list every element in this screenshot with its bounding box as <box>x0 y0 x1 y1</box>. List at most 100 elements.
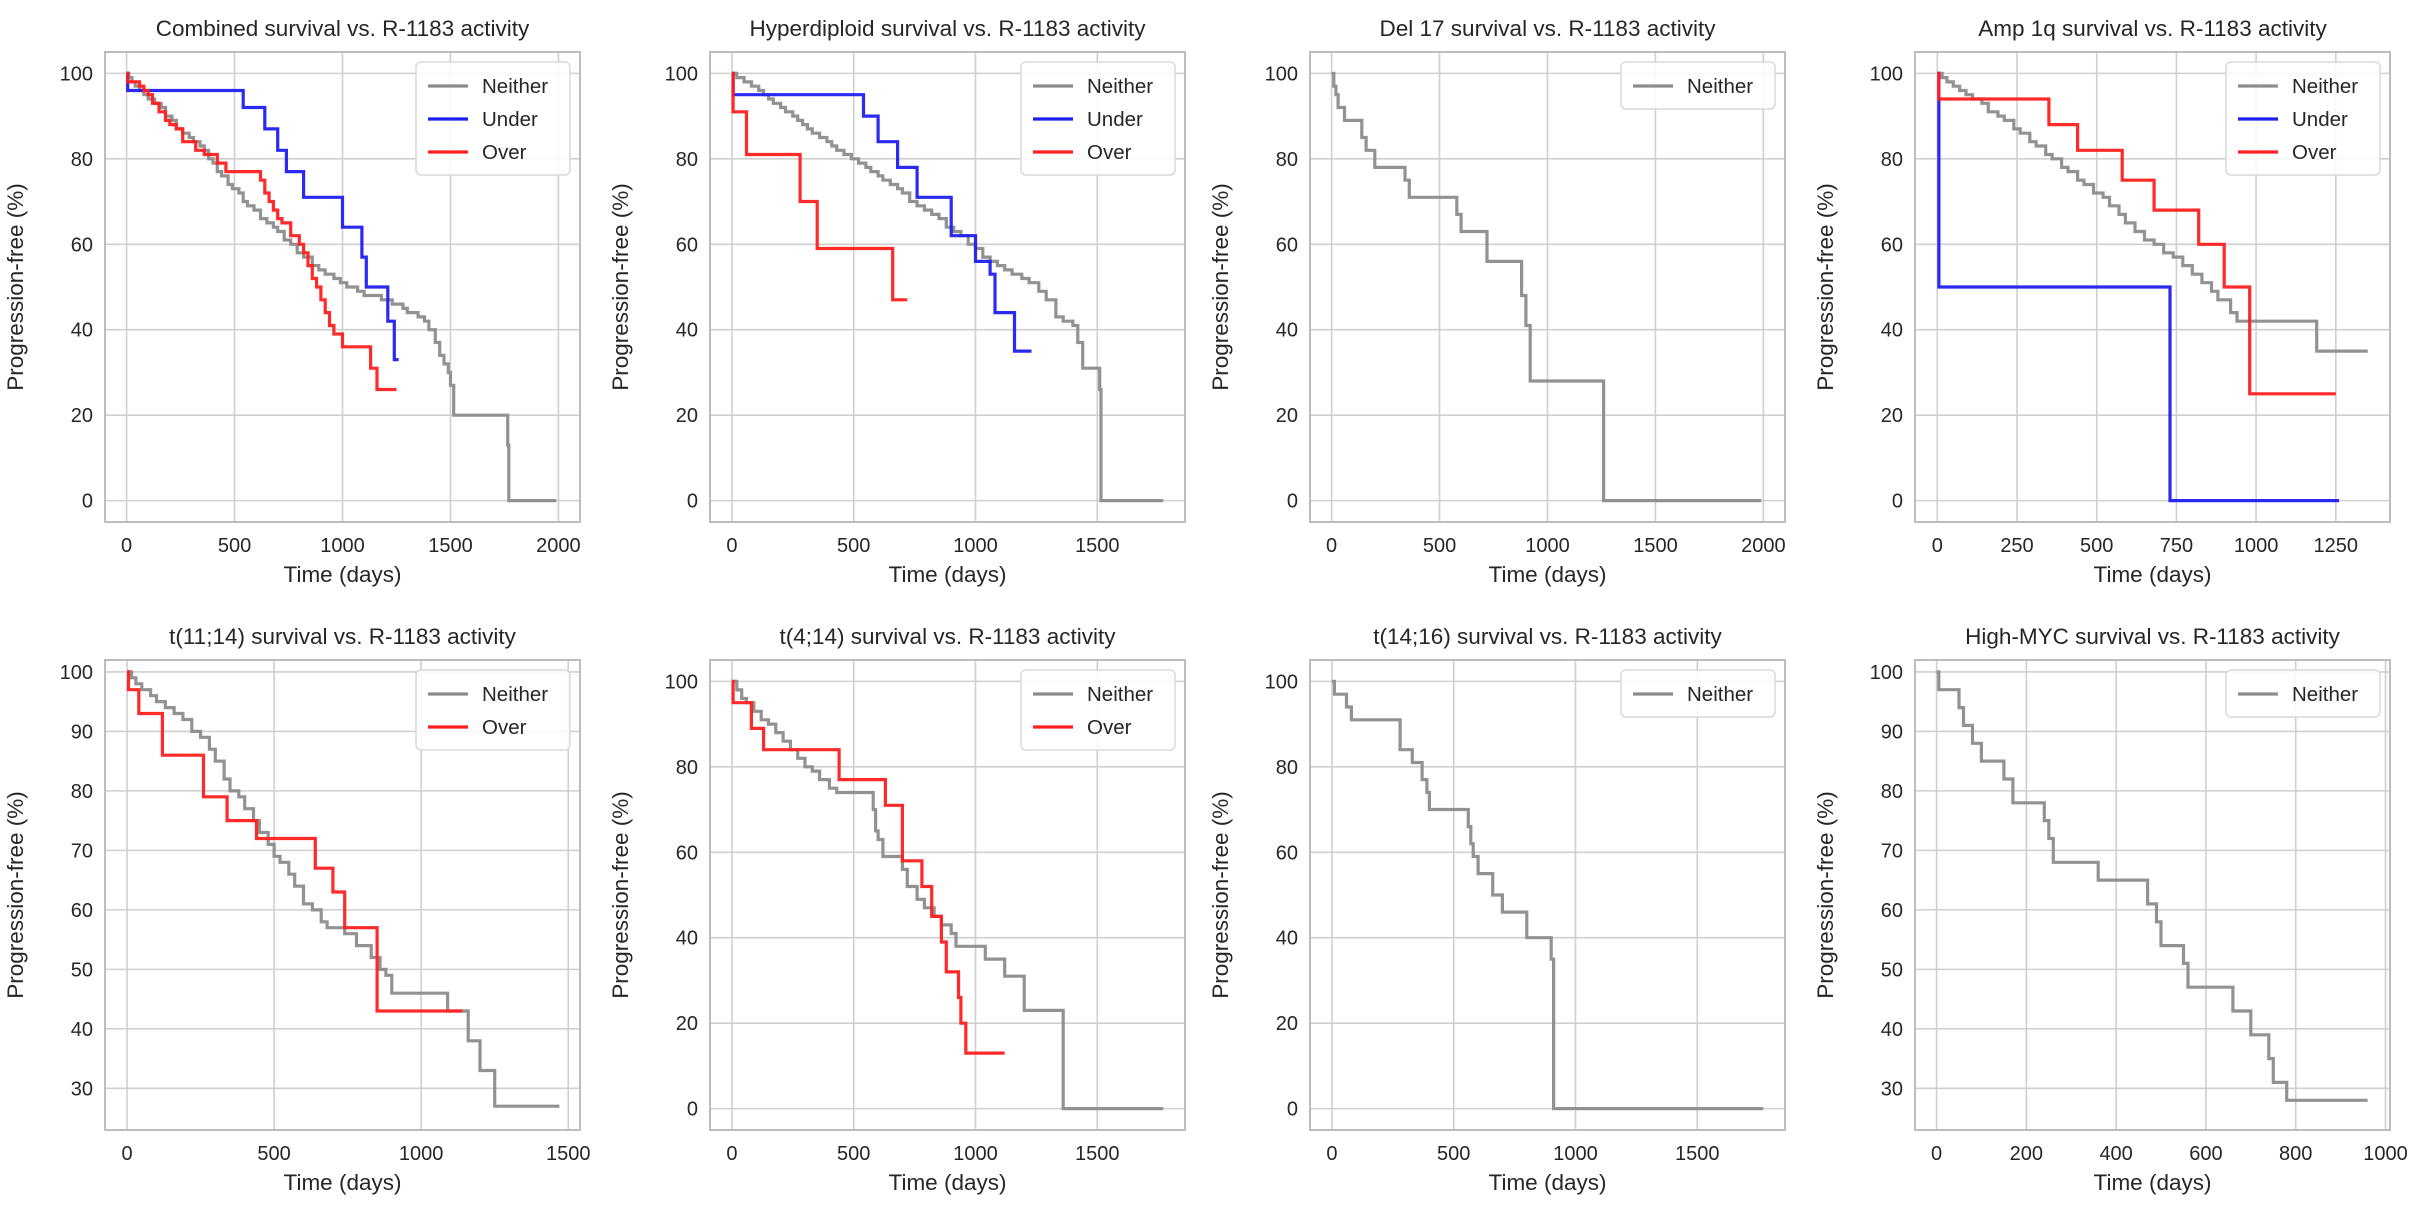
chart-panel-4: 0 250 500 750 1000 1250 0 20 40 60 80 100 Amp 1q sur… <box>1813 16 2391 587</box>
x-tick-label: 1000 <box>1525 535 1570 557</box>
x-tick-label: 1500 <box>1675 1143 1720 1165</box>
x-tick-label: 750 <box>2160 535 2193 557</box>
y-tick-label: 100 <box>1265 63 1298 85</box>
y-tick-label: 80 <box>1881 781 1903 803</box>
chart-panel-7: 0 500 1000 1500 0 20 40 60 80 100 t(14;16) surviva… <box>1208 624 1786 1195</box>
y-axis-label: Progression-free (%) <box>1813 791 1838 999</box>
x-tick-label: 500 <box>837 535 870 557</box>
series-line-under <box>731 71 1032 353</box>
legend-box <box>415 669 571 751</box>
chart-panel-2: 0 500 1000 1500 0 20 40 60 80 100 Hyperdiploid sur… <box>608 16 1186 587</box>
x-tick-label: 1500 <box>1075 535 1120 557</box>
chart-title: t(14;16) survival vs. R-1183 activity <box>1373 624 1722 649</box>
plot-frame <box>104 659 581 1131</box>
y-tick-label: 100 <box>1870 662 1903 684</box>
series-line-over <box>126 670 463 1013</box>
y-tick-label: 50 <box>1881 959 1903 981</box>
legend-label-neither: Neither <box>1687 75 1753 98</box>
x-tick-label: 0 <box>1326 1143 1337 1165</box>
legend-label-under: Under <box>1087 108 1143 131</box>
plot-frame <box>709 51 1186 523</box>
x-tick-label: 1500 <box>1633 535 1678 557</box>
y-tick-label: 60 <box>1881 900 1903 922</box>
y-tick-label: 40 <box>71 1019 93 1041</box>
y-axis-label: Progression-free (%) <box>1208 791 1233 999</box>
legend-label-neither: Neither <box>2292 75 2358 98</box>
x-tick-label: 0 <box>121 1143 132 1165</box>
y-tick-label: 40 <box>676 928 698 950</box>
legend-label-under: Under <box>482 108 538 131</box>
x-tick-label: 500 <box>218 535 251 557</box>
x-tick-label: 250 <box>2000 535 2033 557</box>
x-tick-label: 200 <box>2010 1143 2043 1165</box>
legend-box <box>415 61 571 176</box>
series-line-neither <box>126 71 557 503</box>
legend-label-over: Over <box>1087 716 1132 739</box>
y-tick-label: 90 <box>71 721 93 743</box>
legend-label-over: Over <box>482 716 527 739</box>
y-tick-label: 80 <box>1881 149 1903 171</box>
y-tick-label: 40 <box>1276 320 1298 342</box>
x-axis-label: Time (days) <box>2094 562 2212 587</box>
series-line-over <box>1937 71 2336 396</box>
y-tick-label: 100 <box>60 63 93 85</box>
x-tick-label: 0 <box>1931 1143 1942 1165</box>
x-tick-label: 1000 <box>320 535 365 557</box>
x-tick-label: 0 <box>726 1143 737 1165</box>
y-tick-label: 80 <box>676 757 698 779</box>
y-tick-label: 20 <box>1276 1013 1298 1035</box>
y-tick-label: 100 <box>60 662 93 684</box>
y-tick-label: 60 <box>71 900 93 922</box>
y-tick-label: 20 <box>676 405 698 427</box>
series-line-neither <box>1936 670 2368 1102</box>
legend: Neither Over <box>1020 669 1176 751</box>
chart-panel-1: 0 500 1000 1500 2000 0 20 40 60 80 100 Combined sur… <box>3 16 581 587</box>
legend-label-neither: Neither <box>2292 683 2358 706</box>
y-tick-label: 0 <box>687 1099 698 1121</box>
y-tick-label: 20 <box>1881 405 1903 427</box>
y-tick-label: 30 <box>71 1078 93 1100</box>
x-tick-label: 500 <box>1423 535 1456 557</box>
chart-title: High-MYC survival vs. R-1183 activity <box>1965 624 2340 649</box>
legend: Neither Under Over <box>1020 61 1176 176</box>
plot-frame <box>1914 659 2391 1131</box>
x-tick-label: 0 <box>1326 535 1337 557</box>
x-tick-label: 400 <box>2099 1143 2132 1165</box>
legend-box <box>2225 669 2381 718</box>
y-tick-label: 90 <box>1881 721 1903 743</box>
legend-label-over: Over <box>482 141 527 164</box>
chart-panel-8: 0 200 400 600 800 1000 30 40 50 60 70 80 90 100 High-M… <box>1813 624 2408 1195</box>
legend-box <box>2225 61 2381 176</box>
x-tick-label: 1000 <box>1553 1143 1598 1165</box>
x-tick-label: 1500 <box>428 535 473 557</box>
y-axis-label: Progression-free (%) <box>1208 183 1233 391</box>
y-tick-label: 60 <box>676 234 698 256</box>
y-tick-label: 40 <box>1881 320 1903 342</box>
legend-box <box>1620 61 1776 110</box>
y-tick-label: 100 <box>665 63 698 85</box>
legend-label-neither: Neither <box>482 75 548 98</box>
y-tick-label: 80 <box>676 149 698 171</box>
chart-title: t(4;14) survival vs. R-1183 activity <box>780 624 1117 649</box>
y-axis-label: Progression-free (%) <box>608 791 633 999</box>
chart-title: Hyperdiploid survival vs. R-1183 activit… <box>750 16 1147 41</box>
plot-frame <box>1914 51 2391 523</box>
series-line-over <box>731 71 908 302</box>
y-tick-label: 0 <box>687 491 698 513</box>
y-tick-label: 70 <box>71 840 93 862</box>
x-axis-label: Time (days) <box>889 562 1007 587</box>
y-tick-label: 40 <box>1881 1019 1903 1041</box>
x-tick-label: 500 <box>837 1143 870 1165</box>
x-tick-label: 1500 <box>546 1143 591 1165</box>
y-tick-label: 40 <box>676 320 698 342</box>
x-tick-label: 1250 <box>2314 535 2359 557</box>
x-tick-label: 0 <box>726 535 737 557</box>
chart-panel-6: 0 500 1000 1500 0 20 40 60 80 100 t(4;14) survival… <box>608 624 1186 1195</box>
x-axis-label: Time (days) <box>2094 1170 2212 1195</box>
y-tick-label: 20 <box>71 405 93 427</box>
x-tick-label: 1000 <box>2234 535 2279 557</box>
legend-box <box>1620 669 1776 718</box>
chart-panel-5: 0 500 1000 1500 30 40 50 60 70 80 90 100 t(11;14) su… <box>3 624 590 1195</box>
x-tick-label: 2000 <box>536 535 581 557</box>
